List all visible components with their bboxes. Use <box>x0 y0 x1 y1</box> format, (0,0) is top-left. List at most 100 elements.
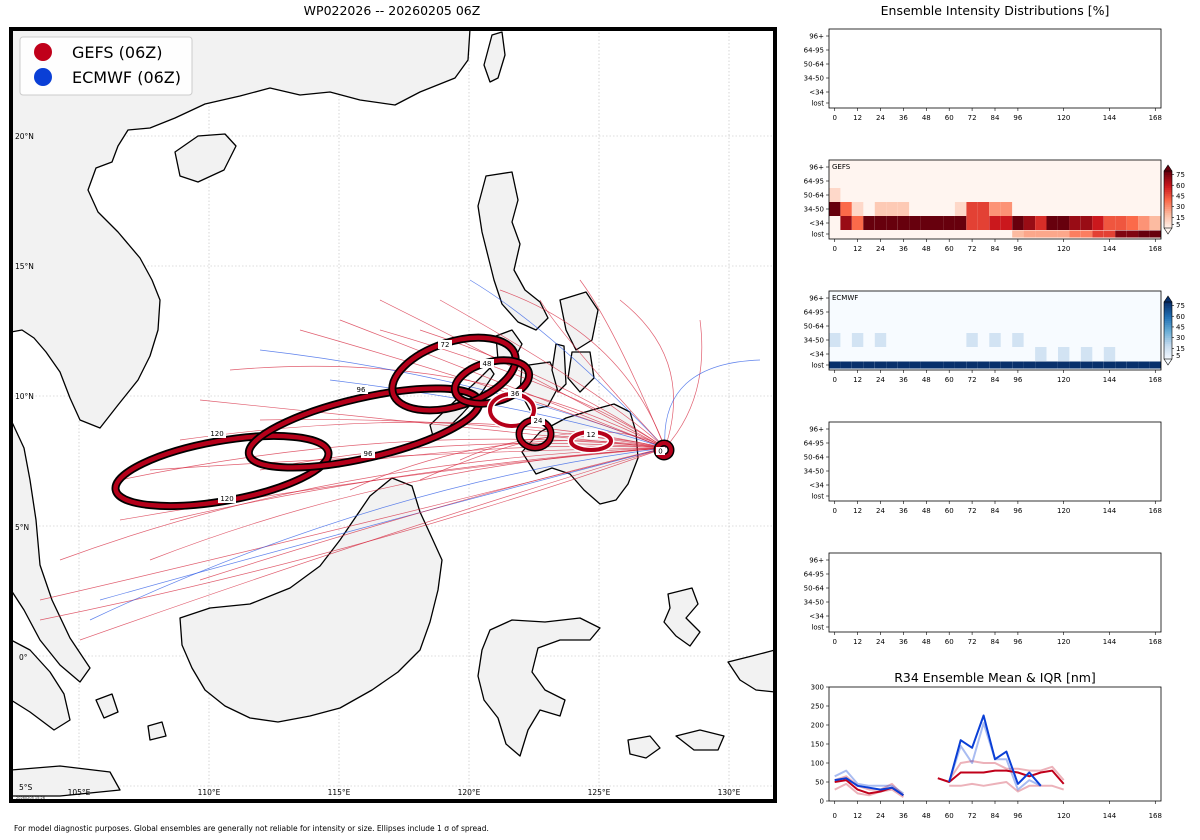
x-tick-label: 60 <box>945 376 954 384</box>
heatmap-cell <box>1080 361 1093 369</box>
heatmap-cell <box>874 216 887 230</box>
y-tick-label: 50-64 <box>804 323 825 331</box>
heatmap-cell <box>909 361 921 369</box>
heatmap-cell <box>1012 216 1024 230</box>
colorbar-tick-label: 30 <box>1176 334 1185 342</box>
x-tick-label: 144 <box>1103 245 1117 253</box>
heatmap-cell <box>1080 347 1093 361</box>
ellipse-label-36: 36 <box>511 390 520 398</box>
x-tick-label: 96 <box>1013 245 1022 253</box>
timestamp-stamp: 20260205 15:26 <box>16 796 45 800</box>
x-tick-label: 0 <box>832 638 836 646</box>
land-java-east <box>11 765 121 797</box>
heatmap-cell <box>909 216 921 230</box>
x-tick-label: 72 <box>968 245 977 253</box>
x-tick-label: 36 <box>899 114 908 122</box>
gefs-track <box>79 447 666 641</box>
y-tick-label: 64-95 <box>804 309 824 317</box>
x-tick-label: 72 <box>968 114 977 122</box>
colorbar-segment <box>1164 188 1172 191</box>
y-tick-label: 64-95 <box>804 47 824 55</box>
x-tick-label: 120 <box>1057 638 1070 646</box>
x-tick-label: 120 <box>1057 245 1070 253</box>
colorbar-segment <box>1164 334 1172 337</box>
land-seram <box>675 729 725 751</box>
x-tick-label: 84 <box>991 245 1000 253</box>
r34-y-tick-label: 100 <box>811 760 824 768</box>
colorbar-arrow-bottom <box>1163 227 1173 235</box>
ecmwf-mean-line <box>948 714 1042 787</box>
ellipse-label-96a: 96 <box>357 386 366 394</box>
colorbar-segment <box>1164 341 1172 345</box>
heatmap-cell <box>966 333 978 347</box>
land-bangka <box>95 693 119 719</box>
heatmap-cell <box>863 216 875 230</box>
x-tick-label: 12 <box>853 376 862 384</box>
lat-label-5n: 5°N <box>15 523 29 532</box>
ensemble-tracks <box>39 279 761 641</box>
x-tick-label: 96 <box>1013 507 1022 515</box>
heatmap-cell <box>932 361 944 369</box>
colorbar-segment <box>1164 178 1172 181</box>
colorbar-segment <box>1164 172 1172 176</box>
ecmwf-track <box>99 447 666 601</box>
x-tick-label: 84 <box>991 376 1000 384</box>
colorbar-segment <box>1164 326 1172 329</box>
map-area: 0 12 24 36 48 72 96 96 120 120 105°E 110… <box>11 29 775 801</box>
heatmap-cell <box>1138 216 1150 230</box>
label-24: 24 <box>531 416 545 425</box>
y-tick-label: lost <box>811 231 824 239</box>
heatmap-cell <box>851 216 864 230</box>
heatmap-bg <box>829 553 1161 632</box>
heatmap-cell <box>1149 361 1161 369</box>
gefs-track <box>379 299 666 449</box>
heatmap-cell <box>989 216 1001 230</box>
colorbar-segment <box>1164 201 1172 204</box>
heatmap-cell <box>1092 216 1104 230</box>
x-tick-label: 168 <box>1149 638 1162 646</box>
heatmap-bg <box>829 422 1161 501</box>
heatmap-cell <box>874 202 887 216</box>
colorbar-segment <box>1164 224 1172 227</box>
heatmap-cell <box>1092 230 1104 238</box>
colorbar-segment <box>1164 209 1172 212</box>
heatmap-cell <box>1149 230 1161 238</box>
heatmap-cell <box>1103 216 1116 230</box>
gefs-iqr-line <box>948 760 1065 781</box>
ellipse-label-48: 48 <box>483 360 492 368</box>
colorbar-segment <box>1164 349 1172 352</box>
gefs-track <box>439 299 666 449</box>
heatmap-cell <box>1000 202 1013 216</box>
y-tick-label: 50-64 <box>804 61 825 69</box>
lat-label-5s: 5°S <box>19 783 33 792</box>
y-tick-label: 34-50 <box>804 337 824 345</box>
heatmap-cell <box>1092 361 1104 369</box>
colorbar-segment <box>1164 355 1172 358</box>
y-tick-label: lost <box>811 493 824 501</box>
heatmap-cell <box>1069 216 1081 230</box>
legend-label-ecmwf: ECMWF (06Z) <box>72 68 181 87</box>
colorbar-segment <box>1164 191 1172 195</box>
heatmap-cell <box>1000 216 1013 230</box>
colorbar-segment <box>1164 197 1172 200</box>
y-tick-label: lost <box>811 624 824 632</box>
lat-label-0: 0° <box>19 653 28 662</box>
heatmap-cell <box>829 361 841 369</box>
map-legend: GEFS (06Z) ECMWF (06Z) <box>19 36 193 96</box>
heatmap-cell <box>1058 347 1070 361</box>
heatmap-cell <box>1103 361 1116 369</box>
lon-label-125: 125°E <box>588 788 611 797</box>
colorbar-segment <box>1164 180 1172 183</box>
land-belitung <box>147 721 167 741</box>
y-tick-label: 96+ <box>809 33 824 41</box>
x-tick-label: 168 <box>1149 376 1162 384</box>
intensity-panel-blank-5: 96+ 64-95 50-64 34-50 <34 lost 0 12 24 36 48 60 72 84… <box>804 552 1162 646</box>
gefs-track <box>339 319 666 449</box>
colorbar-segment <box>1164 205 1172 208</box>
y-tick-label: <34 <box>809 220 824 228</box>
lon-label-120: 120°E <box>458 788 481 797</box>
heatmap-cell <box>966 216 978 230</box>
colorbar-segment <box>1164 324 1172 328</box>
x-tick-label: 120 <box>1057 114 1070 122</box>
